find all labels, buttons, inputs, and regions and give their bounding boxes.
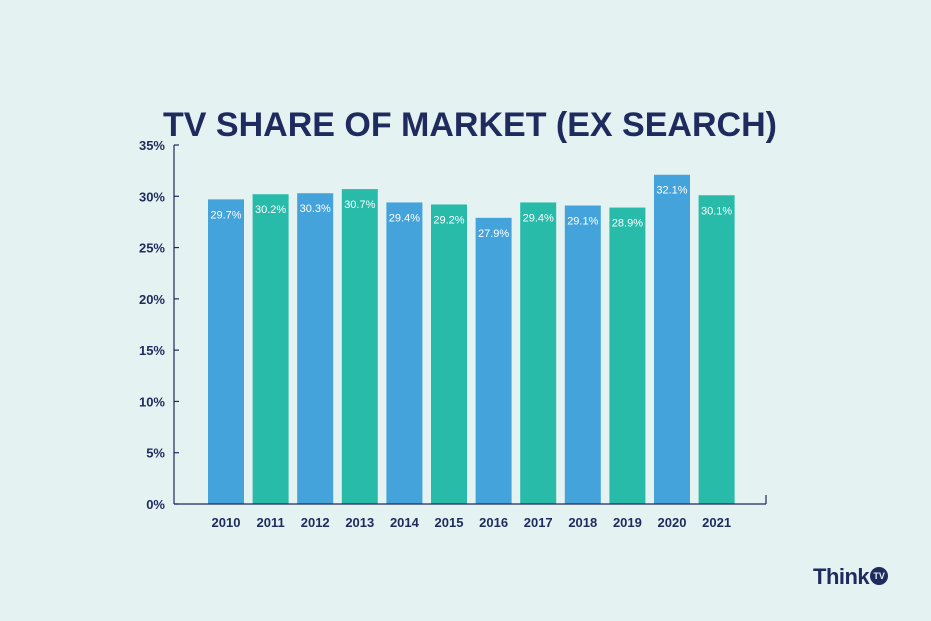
x-tick-label: 2020 xyxy=(658,515,687,530)
x-tick-label: 2012 xyxy=(301,515,330,530)
bar-value-label: 27.9% xyxy=(478,228,509,240)
y-tick-label: 30% xyxy=(139,189,165,204)
y-tick-label: 15% xyxy=(139,343,165,358)
chart-title: TV SHARE OF MARKET (EX SEARCH) xyxy=(163,106,777,144)
tv-badge-icon: TV xyxy=(870,567,889,585)
bar xyxy=(654,174,690,504)
y-tick-label: 20% xyxy=(139,292,165,307)
x-tick-label: 2017 xyxy=(524,515,553,530)
bar-value-label: 28.9% xyxy=(612,218,643,230)
x-axis: 2010 2011 2012 2013 2014 2015 2016 2017 2018 2019… xyxy=(174,495,767,530)
bar xyxy=(475,217,512,504)
bar xyxy=(208,199,244,504)
y-tick-label: 35% xyxy=(139,138,165,153)
bar-value-label: 30.3% xyxy=(300,203,331,215)
y-tick-label: 25% xyxy=(139,241,165,256)
bars-group xyxy=(208,174,735,505)
x-tick-label: 2019 xyxy=(613,515,642,530)
bar xyxy=(698,195,735,504)
bar-value-label: 29.4% xyxy=(523,212,554,224)
bar xyxy=(609,207,646,504)
bar xyxy=(297,193,334,505)
y-tick-label: 5% xyxy=(146,446,165,461)
bar xyxy=(252,194,289,504)
y-tick-label: 0% xyxy=(146,497,165,512)
bar-value-label: 30.1% xyxy=(701,205,732,217)
x-tick-label: 2021 xyxy=(702,515,731,530)
x-tick-label: 2013 xyxy=(345,515,374,530)
bar-value-label: 32.1% xyxy=(656,185,687,197)
x-tick-label: 2018 xyxy=(568,515,597,530)
x-tick-label: 2011 xyxy=(256,515,284,530)
y-tick-label: 10% xyxy=(139,394,165,409)
bar xyxy=(341,189,378,504)
bar-value-label: 29.4% xyxy=(389,212,420,224)
x-tick-label: 2016 xyxy=(479,515,508,530)
bar-value-label: 29.2% xyxy=(433,214,464,226)
bar xyxy=(520,202,557,504)
thinktv-logo: Think TV xyxy=(813,564,889,590)
bar-value-label: 30.7% xyxy=(344,199,375,211)
bar xyxy=(386,202,423,504)
bar-value-label: 29.7% xyxy=(210,209,241,221)
bar xyxy=(564,205,601,504)
y-axis: 0% 5% 10% 15% 20% 25% 30% 35% xyxy=(139,138,179,512)
bar xyxy=(431,204,467,504)
logo-text: Think xyxy=(813,564,870,589)
x-tick-label: 2015 xyxy=(435,515,464,530)
x-tick-label: 2010 xyxy=(212,515,241,530)
bar-value-label: 29.1% xyxy=(567,216,598,228)
x-tick-label: 2014 xyxy=(390,515,420,530)
bar-value-labels: 29.7% 30.2% 30.3% 30.7% 29.4% 29.2% 27.9% 29.4%… xyxy=(210,185,732,240)
bar-value-label: 30.2% xyxy=(255,204,286,216)
